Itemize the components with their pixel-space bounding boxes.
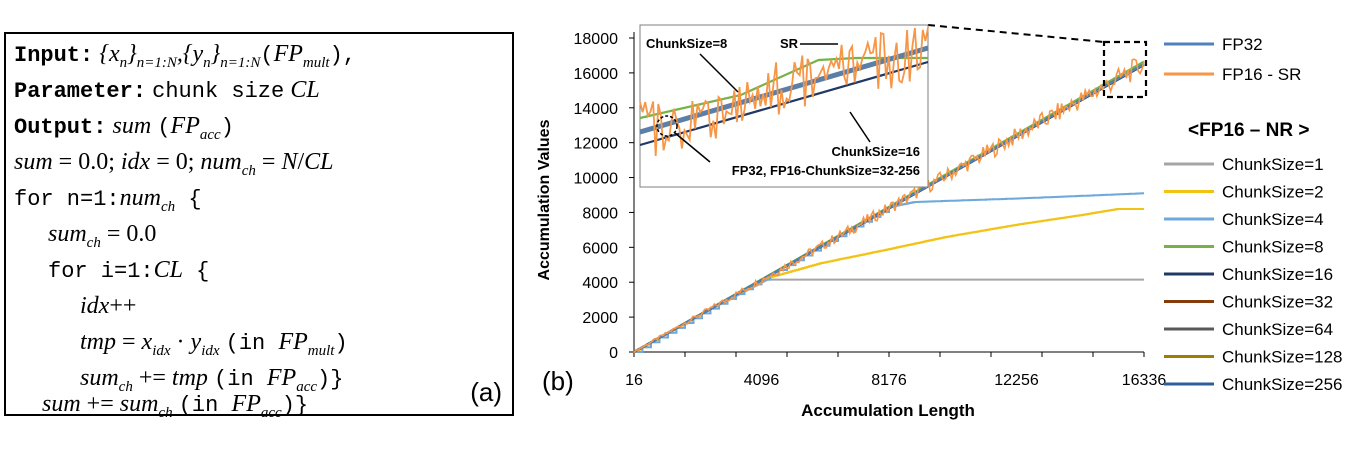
y-tick-label: 8000 [582,205,618,222]
inset-annotation-label: ChunkSize=8 [646,36,727,51]
input-vectors: {xn}n=1:N,{yn}n=1:N [99,41,261,71]
algo-line-sum-ch-init: sumch = 0.0 [48,221,157,251]
y-tick-label: 12000 [574,136,619,153]
series-line-fp16-sr [633,58,1145,354]
algo-line-output: Output: sum (FPacc) [14,113,234,143]
algorithm-box: Input: {xn}n=1:N,{yn}n=1:N(FPmult), Para… [4,32,514,421]
annotation-arrow [849,111,871,143]
x-tick-label: 16336 [1122,372,1167,389]
output-sum: sum [112,113,152,139]
algo-line-inner-for: for i=1:CL { [48,257,210,284]
legend-label: ChunkSize=2 [1222,183,1324,202]
legend-label: FP16 - SR [1222,65,1301,84]
x-tick-label: 16 [625,372,643,389]
legend-label: ChunkSize=1 [1222,155,1324,174]
chart-legend: FP32 FP16 - SR <FP16 – NR > ChunkSize=1 Chun… [1164,35,1343,394]
y-tick-label: 6000 [582,240,618,257]
legend-label: ChunkSize=16 [1222,265,1333,284]
keyword-input: Input: [14,43,94,68]
inset-annotation-label: FP32, FP16-ChunkSize=32-256 [732,163,920,178]
chart-inset: ChunkSize=8 SR ChunkSize=16 FP32, FP16-Chun… [639,24,1148,188]
x-tick-label: 8176 [871,372,907,389]
legend-label: ChunkSize=8 [1222,238,1324,257]
annotation-arrow [674,132,711,163]
algo-line-input: Input: {xn}n=1:N,{yn}n=1:N(FPmult), [14,41,356,71]
annotation-arrow [699,53,739,93]
legend-label: ChunkSize=128 [1222,348,1343,367]
parameter-cl: CL [290,77,320,103]
x-axis-label: Accumulation Length [801,401,975,420]
series-line-chunksize-1 [633,278,1144,353]
keyword-output: Output: [14,115,107,140]
algo-line-parameter: Parameter: chunk size CL [14,76,320,106]
legend-group-title: <FP16 – NR > [1188,120,1309,141]
y-tick-label: 18000 [574,31,619,48]
inset-annotation-label: ChunkSize=16 [831,144,920,159]
y-tick-label: 0 [609,345,618,362]
legend-label: FP32 [1222,35,1263,54]
algo-line-tmp: tmp = xidx · yidx (in FPmult) [80,329,348,359]
x-tick-label: 4096 [744,372,780,389]
legend-label: ChunkSize=32 [1222,293,1333,312]
legend-label: ChunkSize=64 [1222,320,1333,339]
x-tick-label: 12256 [994,372,1039,389]
algo-line-outer-for: for n=1:numch { [14,185,202,215]
chart-series [633,58,1145,354]
panel-a-label: (a) [470,377,502,407]
legend-label: ChunkSize=4 [1222,210,1324,229]
zoom-connector [927,24,1105,43]
zoom-box [1102,40,1148,99]
y-tick-label: 10000 [574,171,619,188]
panel-b-label: (b) [542,366,574,396]
algo-line-idx-inc: idx++ [80,293,137,319]
y-tick-label: 2000 [582,310,618,327]
inset-sr-line [639,27,929,156]
algo-line-sum-acc: sum += sumch (in FPacc)} [42,391,309,421]
inset-annotation-label: SR [780,36,799,51]
algo-line-init: sum = 0.0; idx = 0; numch = N/CL [14,149,334,179]
parameter-text: chunk size [152,79,285,104]
algo-line-sum-ch-acc: sumch += tmp (in FPacc)} [80,365,344,395]
keyword-parameter: Parameter: [14,79,147,104]
chart-axes: 0 2000 4000 6000 8000 10000 12000 14000 16000 180… [574,31,1167,389]
y-tick-label: 14000 [574,101,619,118]
y-tick-label: 16000 [574,66,619,83]
y-axis-label: Accumulation Values [536,119,553,280]
y-tick-label: 4000 [582,275,618,292]
legend-label: ChunkSize=256 [1222,375,1343,394]
inset-highlight-circle [656,115,678,137]
